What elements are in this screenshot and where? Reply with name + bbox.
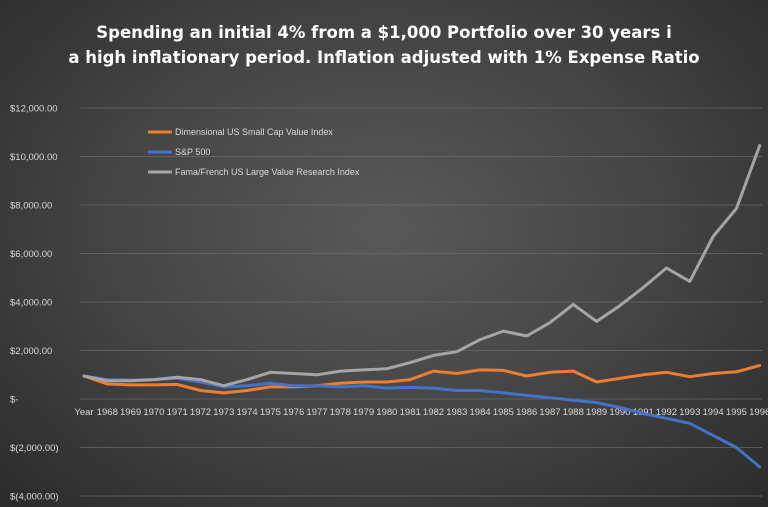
x-tick-label: 1995	[726, 407, 747, 418]
series-line-s-p-500	[82, 374, 762, 469]
x-tick-label: 1968	[97, 407, 118, 418]
x-tick-label: 1975	[260, 407, 281, 418]
y-tick-label: $2,000.00	[10, 346, 52, 357]
x-tick-label: 1986	[516, 407, 537, 418]
x-tick-label: 1990	[609, 407, 630, 418]
x-tick-label: 1970	[143, 407, 164, 418]
x-axis-tick-labels: Year 1968 1969 1970 1971 1972 1973 1974 1975 1976…	[74, 407, 768, 418]
y-tick-label: $10,000.00	[10, 152, 58, 163]
y-tick-label: $8,000.00	[10, 201, 52, 212]
chart-title-line-2: a high inflationary period. Inflation ad…	[68, 48, 700, 67]
x-tick-label: 1993	[679, 407, 700, 418]
x-tick-label: 1989	[586, 407, 607, 418]
x-tick-label: 1979	[353, 407, 374, 418]
x-tick-label: 1994	[703, 407, 724, 418]
x-tick-label: 1978	[330, 407, 351, 418]
series-line-fama-french-us-large-value-research-index	[82, 144, 762, 388]
x-tick-label: 1983	[446, 407, 467, 418]
y-tick-label: $12,000.00	[10, 104, 58, 115]
series-line-dimensional-us-small-cap-value-index	[82, 364, 762, 395]
x-tick-label: 1972	[190, 407, 211, 418]
x-tick-label: 1996	[749, 407, 768, 418]
x-tick-label: 1985	[493, 407, 514, 418]
x-tick-label: 1982	[423, 407, 444, 418]
x-tick-label: 1971	[167, 407, 188, 418]
x-tick-label: 1973	[213, 407, 234, 418]
y-tick-label: $-	[10, 395, 18, 406]
x-tick-label: 1977	[306, 407, 327, 418]
x-tick-label: 1981	[400, 407, 421, 418]
series-lines	[82, 144, 762, 469]
x-tick-label: 1992	[656, 407, 677, 418]
gridlines	[80, 107, 762, 497]
y-tick-label: $(4,000.00)	[10, 492, 59, 503]
x-tick-label: Year	[74, 407, 93, 418]
x-tick-label: 1980	[376, 407, 397, 418]
x-tick-label: 1976	[283, 407, 304, 418]
y-axis-tick-labels: $12,000.00 $10,000.00 $8,000.00 $6,000.00 $4…	[10, 104, 59, 503]
y-tick-label: $4,000.00	[10, 298, 52, 309]
x-tick-label: 1984	[470, 407, 491, 418]
legend-label: S&P 500	[175, 147, 210, 157]
x-tick-label: 1987	[539, 407, 560, 418]
y-tick-label: $6,000.00	[10, 249, 52, 260]
y-tick-label: $(2,000.00)	[10, 443, 59, 454]
chart-title-line-1: Spending an initial 4% from a $1,000 Por…	[96, 23, 672, 42]
legend-label: Dimensional US Small Cap Value Index	[175, 127, 333, 137]
legend-label: Fama/French US Large Value Research Inde…	[175, 167, 360, 177]
legend: Dimensional US Small Cap Value Index S&P …	[148, 127, 360, 177]
x-tick-label: 1969	[120, 407, 141, 418]
chart-title: Spending an initial 4% from a $1,000 Por…	[0, 20, 768, 70]
x-tick-label: 1988	[563, 407, 584, 418]
x-tick-label: 1974	[237, 407, 258, 418]
